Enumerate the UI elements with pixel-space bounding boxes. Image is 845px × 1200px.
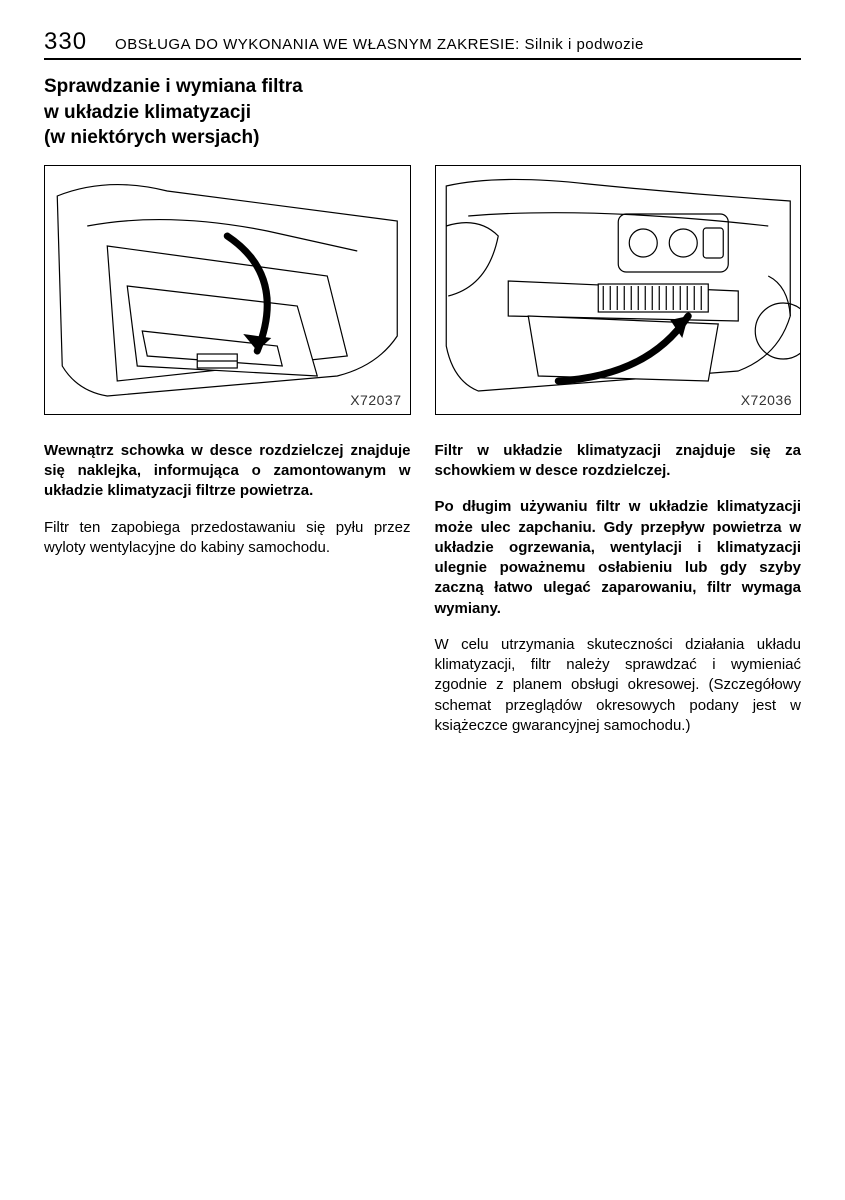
paragraph: W celu utrzymania skuteczności działania… [435,635,802,736]
paragraph: Po długim używaniu filtr w układzie klim… [435,497,802,619]
figure-filter-location: X72036 [435,165,802,415]
paragraph: Filtr w układzie klimatyzacji znajduje s… [435,441,802,482]
page-header: 330 OBSŁUGA DO WYKONANIA WE WŁASNYM ZAKR… [44,28,801,60]
left-column: X72037 Wewnątrz schowka w desce rozdziel… [44,165,411,752]
paragraph: Filtr ten zapobiega przedostawaniu się p… [44,518,411,559]
glovebox-sketch-icon [45,166,410,414]
right-column: X72036 Filtr w układzie klimatyzacji zna… [435,165,802,752]
running-head: OBSŁUGA DO WYKONANIA WE WŁASNYM ZAKRESIE… [115,36,644,53]
section-title-line: (w niektórych wersjach) [44,125,801,151]
figure-id: X72036 [741,392,792,408]
page-number: 330 [44,28,87,56]
two-column-layout: X72037 Wewnątrz schowka w desce rozdziel… [44,165,801,752]
section-title-line: w układzie klimatyzacji [44,100,801,126]
section-title: Sprawdzanie i wymiana filtra w układzie … [44,74,801,151]
paragraph: Wewnątrz schowka w desce rozdzielczej zn… [44,441,411,502]
section-title-line: Sprawdzanie i wymiana filtra [44,74,801,100]
dashboard-sketch-icon [436,166,801,414]
figure-id: X72037 [350,392,401,408]
figure-glovebox-open: X72037 [44,165,411,415]
page: 330 OBSŁUGA DO WYKONANIA WE WŁASNYM ZAKR… [0,0,845,792]
